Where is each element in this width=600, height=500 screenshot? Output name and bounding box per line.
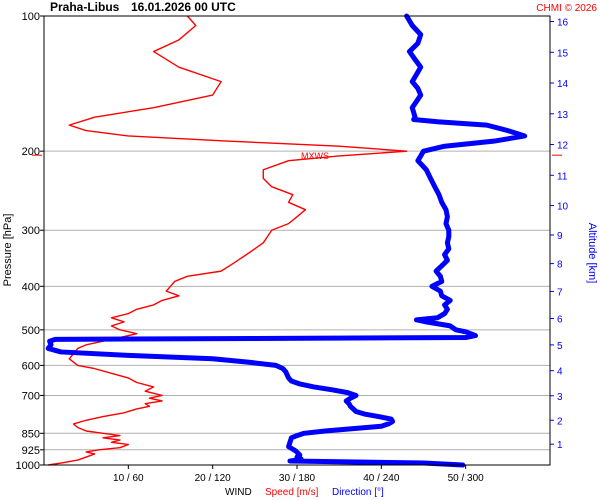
x-tick-label: 20 / 120 xyxy=(195,473,232,484)
altitude-tick-label: 7 xyxy=(557,287,563,298)
altitude-tick-label: 10 xyxy=(557,202,569,213)
x-tick-labels: 10 / 60 20 / 120 30 / 180 40 / 240 50 / 300 xyxy=(113,473,484,484)
pressure-tick-label: 400 xyxy=(22,281,40,293)
altitude-tick-label: 13 xyxy=(557,110,569,121)
altitude-tick-label: 8 xyxy=(557,260,563,271)
pressure-axis-label: Pressure [hPa] xyxy=(2,214,14,287)
altitude-tick-label: 15 xyxy=(557,48,569,59)
pressure-tick-label: 850 xyxy=(22,428,40,440)
altitude-tick-label: 9 xyxy=(557,231,563,242)
direction-axis-label: Direction [°] xyxy=(332,487,384,498)
altitude-tick-label: 5 xyxy=(557,341,563,352)
date-time: 16.01.2026 00 UTC xyxy=(131,0,236,14)
altitude-tick-label: 14 xyxy=(557,79,569,90)
station-name: Praha-Libus xyxy=(50,0,120,14)
altitude-tick-label: 6 xyxy=(557,315,563,326)
altitude-tick-label: 16 xyxy=(557,18,569,29)
max-wind-label: MXWS xyxy=(301,151,329,161)
x-tick-label: 30 / 180 xyxy=(279,473,316,484)
altitude-tick-label: 1 xyxy=(557,440,563,451)
pressure-tick-labels: 100 200 300 400 500 600 700 850 925 1000 xyxy=(16,11,40,472)
pressure-tick-label: 300 xyxy=(22,225,40,237)
copyright: CHMI © 2026 xyxy=(536,3,597,14)
pressure-tick-label: 700 xyxy=(22,390,40,402)
x-tick-label: 50 / 300 xyxy=(448,473,485,484)
speed-axis-label: Speed [m/s] xyxy=(265,487,319,498)
plot-frame xyxy=(43,15,551,466)
wind-label: WIND xyxy=(225,487,252,498)
pressure-tick-label: 200 xyxy=(22,146,40,158)
pressure-tick-label: 925 xyxy=(22,445,40,457)
pressure-tick-label: 100 xyxy=(22,11,40,23)
altitude-axis-label: Altitude [km] xyxy=(586,223,598,284)
pressure-tick-label: 600 xyxy=(22,360,40,372)
speed-series-line xyxy=(48,15,408,466)
altitude-tick-label: 12 xyxy=(557,141,569,152)
pressure-tick-label: 1000 xyxy=(16,460,40,472)
series-lines xyxy=(45,13,528,468)
direction-series-line xyxy=(45,13,528,468)
x-tick-label: 10 / 60 xyxy=(113,473,144,484)
x-tick-label: 40 / 240 xyxy=(363,473,400,484)
altitude-tick-label: 11 xyxy=(557,171,568,182)
max-wind-annotation: MXWS xyxy=(32,151,562,161)
altitude-tick-label: 2 xyxy=(557,416,563,427)
altitude-tick-label: 3 xyxy=(557,392,563,403)
pressure-tick-label: 500 xyxy=(22,325,40,337)
altitude-tick-label: 4 xyxy=(557,367,563,378)
